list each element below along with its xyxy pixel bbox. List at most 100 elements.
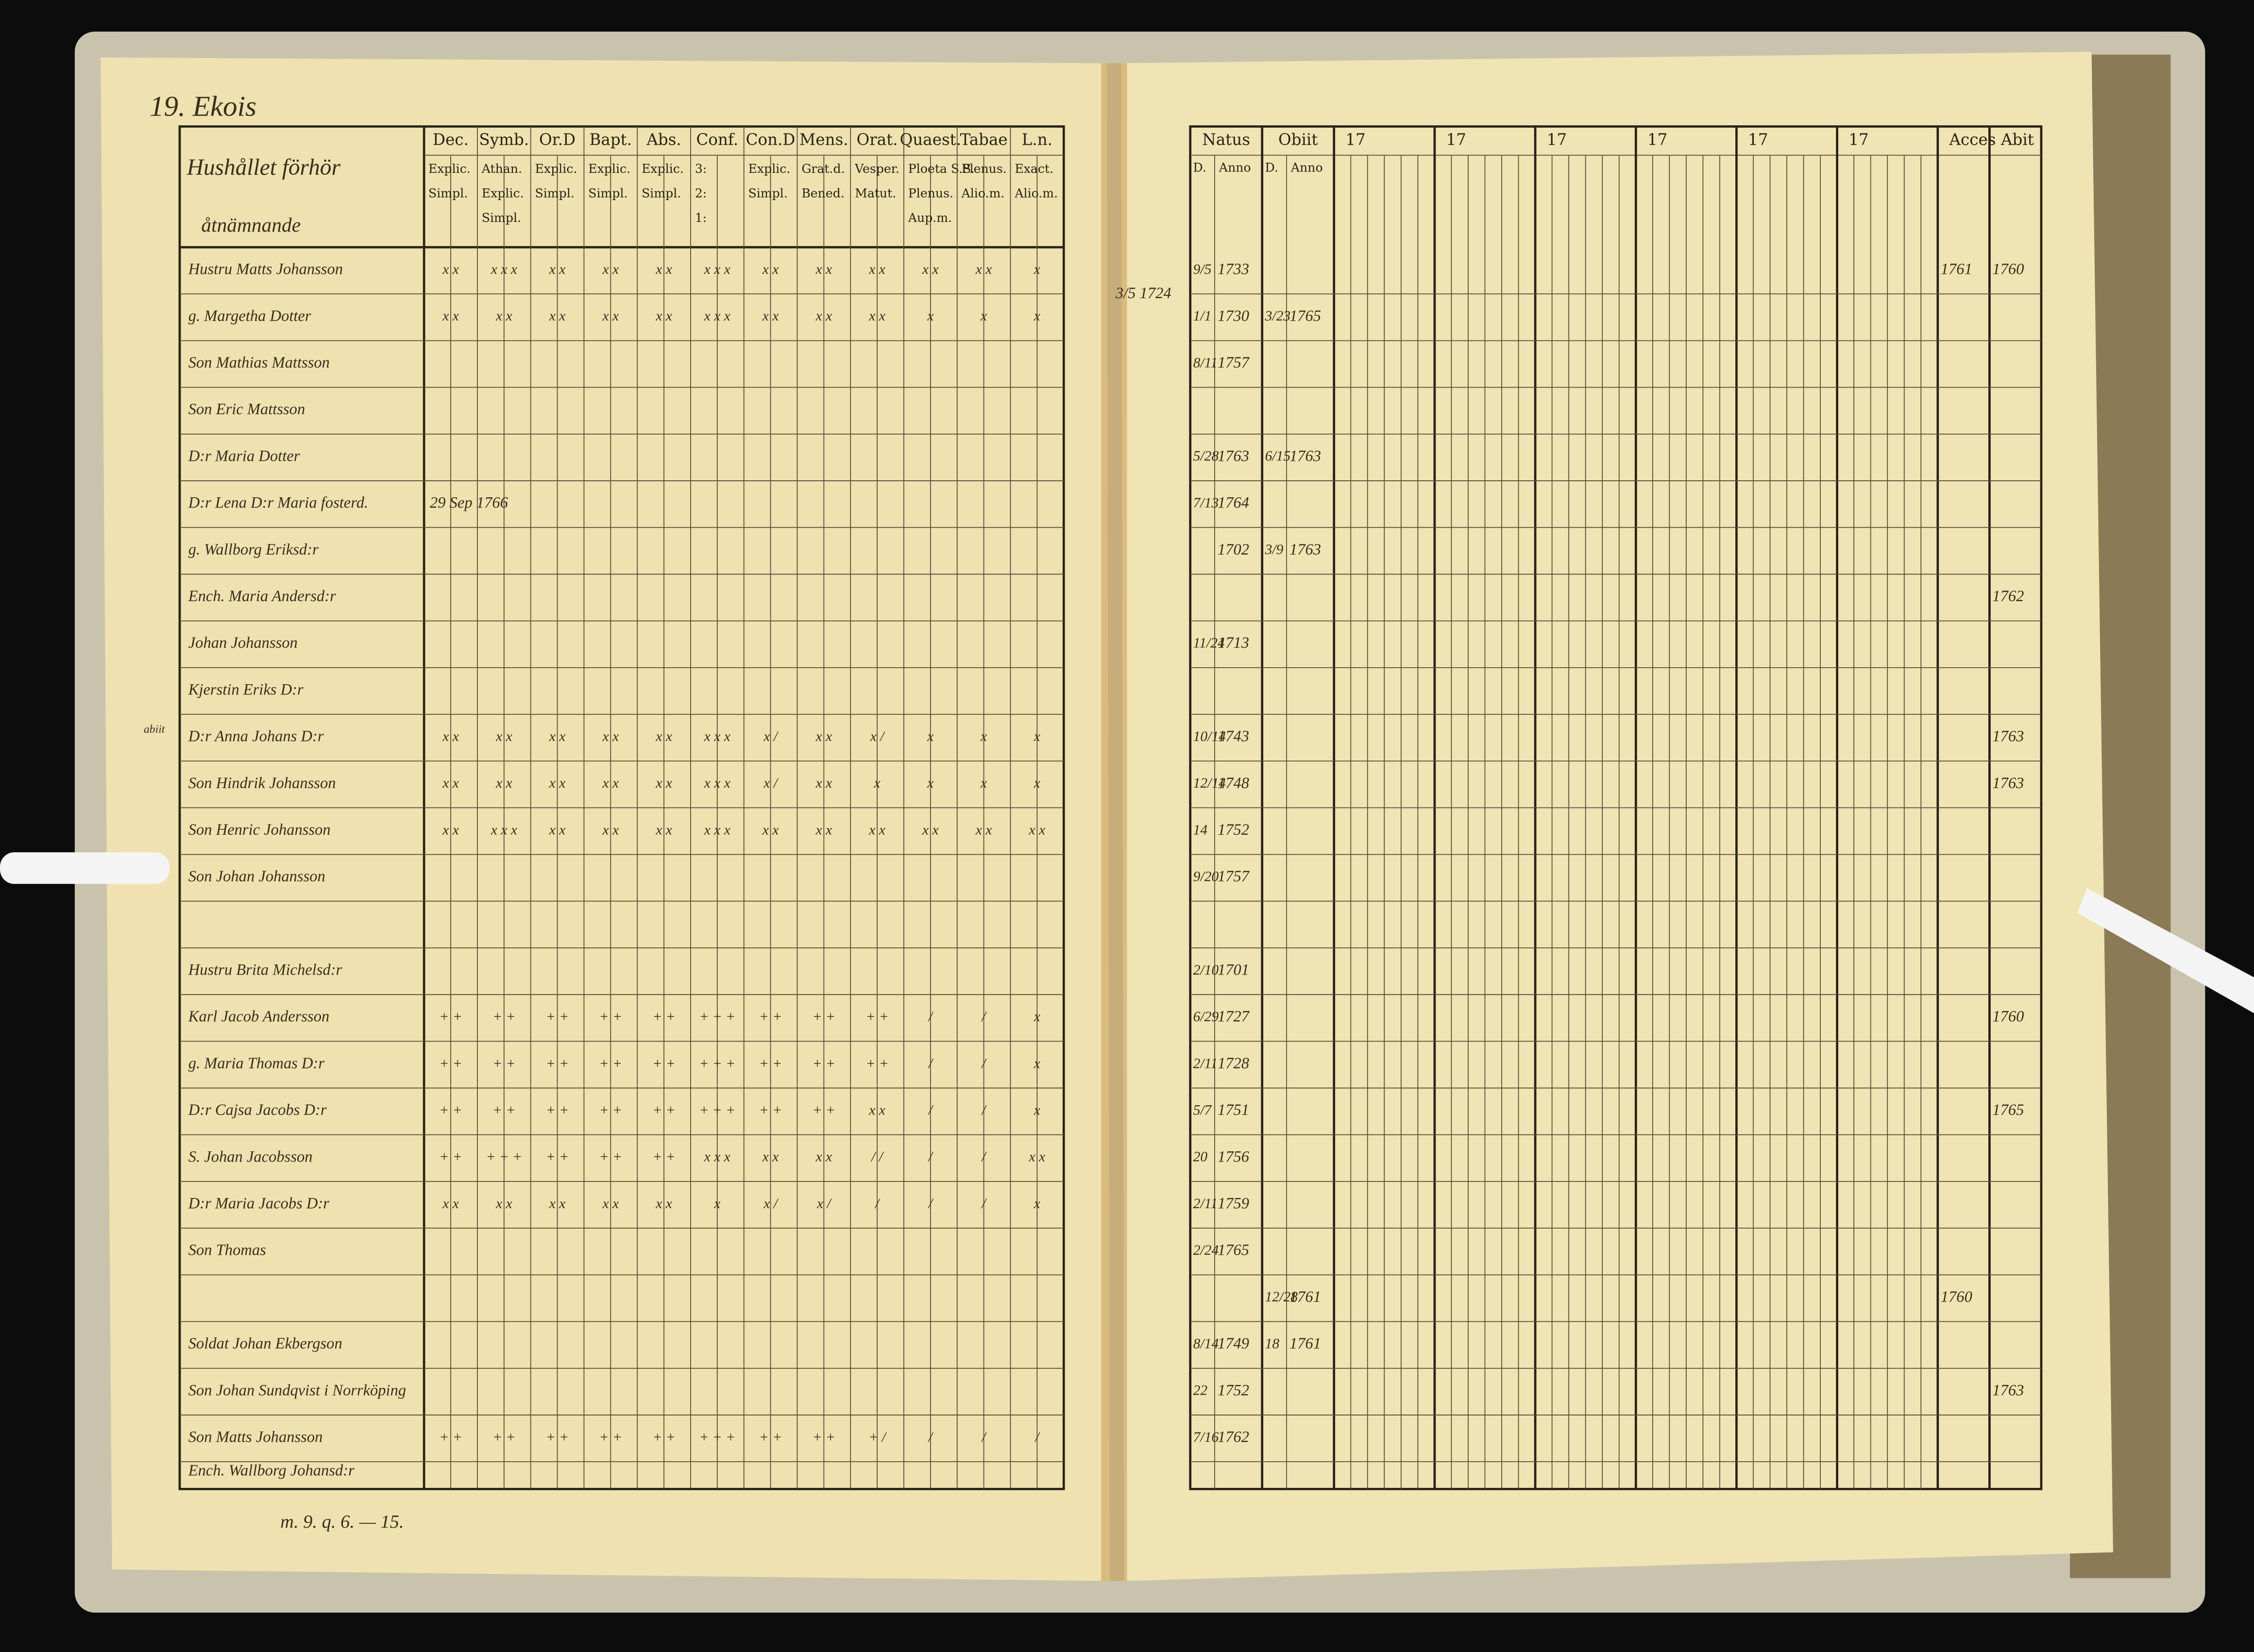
exam-mark: x x xyxy=(602,822,619,838)
exam-mark: / xyxy=(928,1102,934,1118)
column-title: 17 xyxy=(1647,131,1667,149)
row-name: Son Mathias Mattsson xyxy=(188,354,330,371)
exam-mark: x x xyxy=(655,1196,672,1212)
column-title: Tabae xyxy=(960,131,1008,149)
exam-mark: x x xyxy=(868,1102,885,1118)
exam-mark: x x xyxy=(655,262,672,277)
exam-mark: / xyxy=(981,1102,987,1118)
column-subtitle: Anno xyxy=(1219,160,1251,174)
exam-mark: x x xyxy=(868,262,885,277)
column-subtitle: Simpl. xyxy=(535,186,575,201)
column-title: 17 xyxy=(1748,131,1768,149)
exam-mark: + + + xyxy=(486,1149,522,1165)
exam-mark: + + + xyxy=(699,1009,735,1025)
column-title: Abit xyxy=(2000,131,2034,149)
footer-row: Ench. Wallborg Johansd:r xyxy=(188,1462,355,1479)
column-title: 17 xyxy=(1446,131,1466,149)
exam-mark: / xyxy=(928,1430,934,1445)
natus-year: 1730 xyxy=(1218,307,1249,325)
column-subtitle: Plenus. xyxy=(962,162,1007,176)
natus-day: 10/14 xyxy=(1193,729,1226,744)
natus-year: 1763 xyxy=(1218,447,1249,465)
exam-mark: x xyxy=(980,729,987,744)
natus-year: 1757 xyxy=(1218,868,1250,885)
obiit-day: 3/23 xyxy=(1265,308,1291,324)
natus-day: 9/20 xyxy=(1193,869,1219,884)
natus-year: 1701 xyxy=(1218,961,1249,979)
exam-mark: x x xyxy=(549,1196,566,1212)
column-subtitle: Alio.m. xyxy=(1014,186,1058,201)
row-name: g. Margetha Dotter xyxy=(188,307,311,325)
exam-mark: / xyxy=(874,1196,881,1212)
column-subtitle: Aup.m. xyxy=(908,211,952,225)
exam-mark: / xyxy=(1034,1430,1040,1445)
natus-day: 1/1 xyxy=(1193,308,1212,324)
column-subtitle: Grat.d. xyxy=(801,162,845,176)
exam-mark: x x xyxy=(815,262,832,277)
exam-mark: x x xyxy=(602,1196,619,1212)
column-subtitle: Explic. xyxy=(588,162,630,176)
natus-year: 1702 xyxy=(1218,541,1249,558)
exam-mark: x xyxy=(980,308,987,324)
exam-mark: + + xyxy=(439,1102,462,1118)
left-page xyxy=(101,57,1110,1581)
column-subtitle: Simpl. xyxy=(588,186,627,201)
row-name: Son Johan Johansson xyxy=(188,868,325,885)
natus-year: 1751 xyxy=(1218,1101,1249,1119)
exam-mark: x / xyxy=(763,1196,779,1212)
exam-mark: / xyxy=(928,1009,934,1025)
exam-mark: x x xyxy=(1029,822,1046,838)
exam-mark: + + xyxy=(439,1430,462,1445)
exam-mark: x x xyxy=(868,822,885,838)
column-title: 17 xyxy=(1848,131,1868,149)
exam-mark: x x xyxy=(442,822,459,838)
row-name: Hustru Brita Michelsd:r xyxy=(188,961,342,979)
exam-mark: x x xyxy=(762,308,779,324)
exam-mark: + + xyxy=(439,1056,462,1071)
exam-mark: / xyxy=(928,1149,934,1165)
column-subtitle: Ploeta S.S. xyxy=(908,162,975,176)
exam-mark: x x x xyxy=(704,822,730,838)
page-marker-left xyxy=(0,852,170,884)
column-title: Symb. xyxy=(479,131,529,149)
exam-mark: x x xyxy=(815,308,832,324)
row-name: Son Hindrik Johansson xyxy=(188,775,336,792)
natus-day: 6/29 xyxy=(1193,1009,1219,1025)
natus-year: 1764 xyxy=(1218,494,1249,512)
exam-mark: / xyxy=(928,1196,934,1212)
heading: Hushållet förhör xyxy=(186,155,341,180)
column-subtitle: Anno xyxy=(1290,160,1323,174)
column-title: Mens. xyxy=(799,131,848,149)
accessit: 1760 xyxy=(1941,1288,1972,1306)
exam-mark: x xyxy=(927,775,933,791)
row-name: Karl Jacob Andersson xyxy=(188,1008,330,1026)
exam-mark: + + xyxy=(546,1009,569,1025)
column-title: Dec. xyxy=(433,131,469,149)
exam-mark: x x x xyxy=(704,262,730,277)
exam-mark: + + xyxy=(813,1102,835,1118)
column-subtitle: Simpl. xyxy=(642,186,681,201)
exam-mark: + + xyxy=(759,1102,782,1118)
exam-mark: + + xyxy=(759,1009,782,1025)
row-name: Johan Johansson xyxy=(188,634,298,652)
obiit-year: 1763 xyxy=(1289,447,1321,465)
column-subtitle: Vesper. xyxy=(854,162,899,176)
exam-mark: + + xyxy=(652,1149,675,1165)
exam-mark: x x xyxy=(655,308,672,324)
natus-year: 1752 xyxy=(1218,1382,1249,1399)
exam-mark: + + xyxy=(813,1430,835,1445)
row-name: D:r Lena D:r Maria fosterd. xyxy=(188,494,368,512)
exam-mark: x xyxy=(1034,775,1040,791)
abiit: 1765 xyxy=(1992,1101,2024,1119)
row-name: Son Thomas xyxy=(188,1242,266,1259)
row-note: 29 Sep 1766 xyxy=(430,494,508,512)
column-subtitle: D. xyxy=(1265,160,1278,174)
natus-day: 9/5 xyxy=(1193,262,1212,277)
exam-mark: x / xyxy=(870,729,886,744)
exam-mark: x x xyxy=(442,775,459,791)
exam-mark: x x xyxy=(922,262,939,277)
obiit-year: 1761 xyxy=(1289,1288,1321,1306)
exam-mark: x x xyxy=(602,775,619,791)
natus-year: 1756 xyxy=(1218,1148,1250,1165)
column-subtitle: Bened. xyxy=(801,186,845,201)
